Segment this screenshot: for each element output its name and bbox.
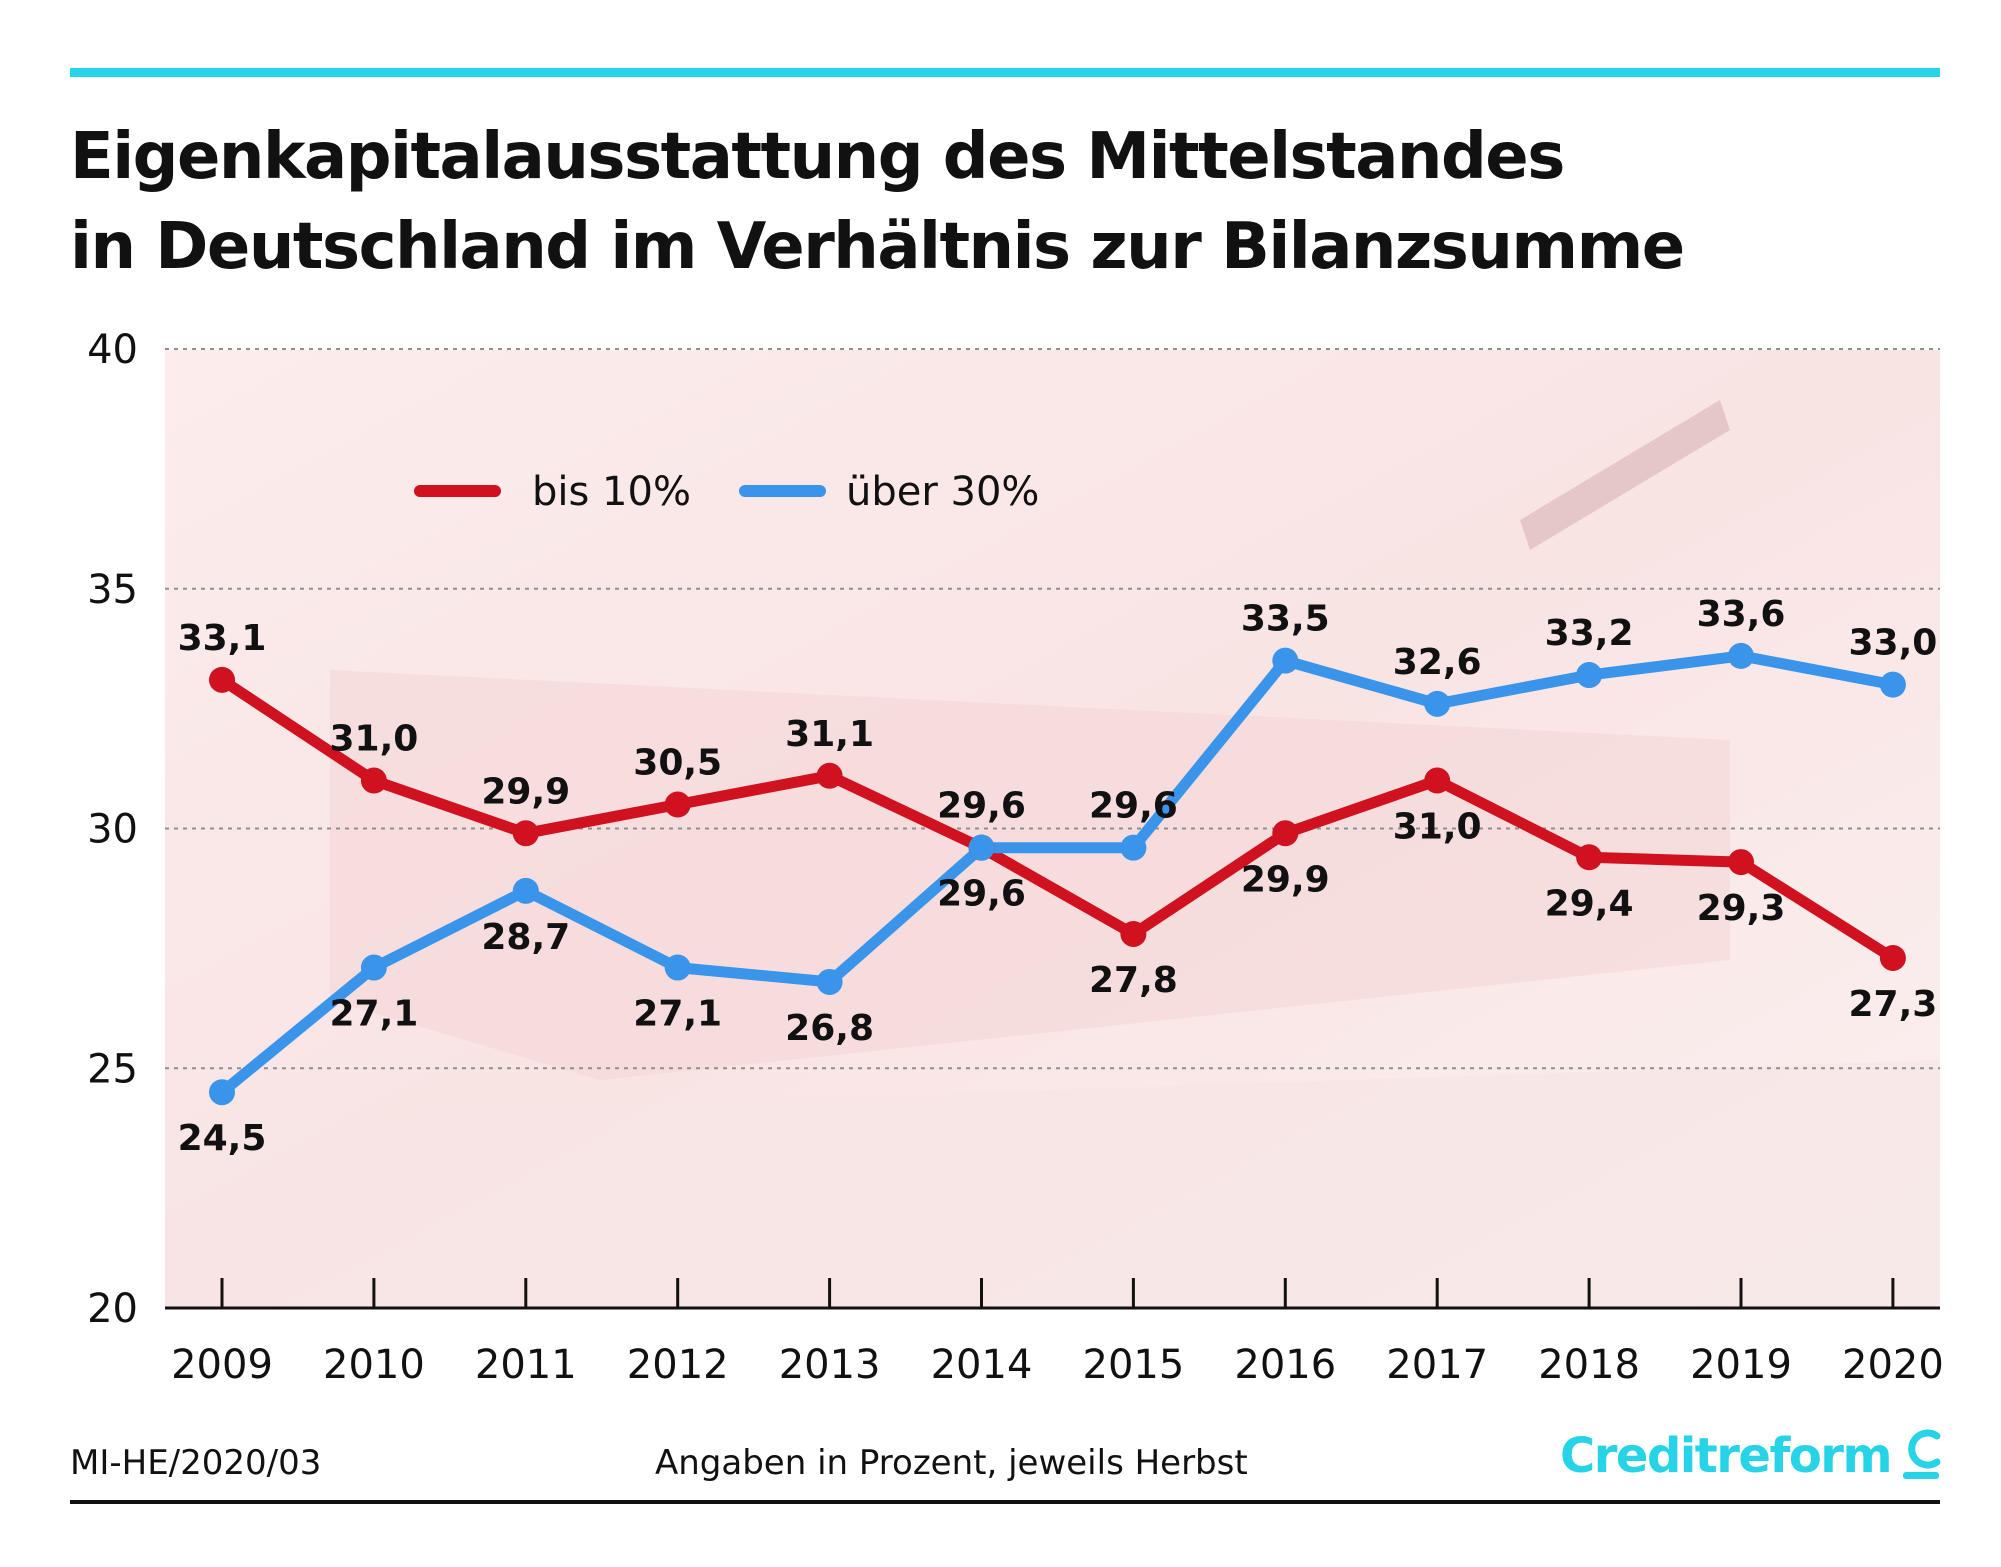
data-point-bis-10-2016 xyxy=(1272,820,1299,847)
brand-logo: Creditreform xyxy=(1560,1428,1943,1484)
data-point-ueber-30-2018 xyxy=(1576,662,1603,689)
data-point-ueber-30-2017 xyxy=(1424,690,1451,717)
series-lines xyxy=(216,650,1899,1098)
y-tick-label-20: 20 xyxy=(87,1286,138,1332)
data-point-ueber-30-2012 xyxy=(664,954,691,981)
data-label-bis-10-2016: 29,9 xyxy=(1241,859,1330,900)
y-axis-tick-labels: 20 25 30 35 40 xyxy=(87,327,138,1332)
legend: bis 10% über 30% xyxy=(414,469,1039,515)
data-label-bis-10-2012: 30,5 xyxy=(633,743,722,784)
series-line-ueber-30 xyxy=(216,650,1899,1098)
x-tick-label-2013: 2013 xyxy=(779,1342,881,1388)
data-label-bis-10-2020: 27,3 xyxy=(1848,984,1937,1025)
legend-label-ueber-30: über 30% xyxy=(846,469,1039,515)
data-label-bis-10-2019: 29,3 xyxy=(1697,888,1786,929)
grid-lines xyxy=(165,348,1940,1070)
data-label-ueber-30-2016: 33,5 xyxy=(1241,599,1330,640)
data-label-ueber-30-2015: 29,6 xyxy=(1089,786,1178,827)
data-label-ueber-30-2018: 33,2 xyxy=(1545,613,1634,654)
data-point-bis-10-2019 xyxy=(1728,849,1754,876)
data-point-bis-10-2011 xyxy=(512,820,539,847)
data-label-bis-10-2013: 31,1 xyxy=(785,714,874,755)
data-point-bis-10-2020 xyxy=(1879,944,1906,971)
data-point-bis-10-2013 xyxy=(816,762,843,789)
data-point-ueber-30-2015 xyxy=(1120,834,1147,861)
creditreform-c-icon xyxy=(1902,1429,1941,1479)
y-tick-label-30: 30 xyxy=(87,807,138,853)
x-tick-label-2012: 2012 xyxy=(627,1342,729,1388)
data-point-bis-10-2017 xyxy=(1424,767,1451,794)
data-label-ueber-30-2010: 27,1 xyxy=(329,994,418,1035)
x-tick-label-2009: 2009 xyxy=(171,1342,273,1388)
x-axis-tick-labels: 2009 2010 2011 2012 2013 2014 2015 2016 2017 2018… xyxy=(171,1342,1944,1388)
footnote: Angaben in Prozent, jeweils Herbst xyxy=(655,1443,1248,1483)
bottom-rule xyxy=(70,1500,1940,1504)
data-point-ueber-30-2014 xyxy=(968,834,995,861)
data-label-ueber-30-2017: 32,6 xyxy=(1393,642,1482,683)
chart-title: Eigenkapitalausstattung des Mittelstande… xyxy=(70,112,1685,292)
data-label-ueber-30-2011: 28,7 xyxy=(481,917,570,958)
x-axis xyxy=(165,1278,1940,1310)
data-point-bis-10-2012 xyxy=(664,791,691,818)
chart-title-line-2: in Deutschland im Verhältnis zur Bilanzs… xyxy=(70,210,1685,284)
data-point-bis-10-2018 xyxy=(1576,844,1603,871)
x-tick-label-2011: 2011 xyxy=(475,1342,577,1388)
y-tick-label-40: 40 xyxy=(87,327,138,373)
data-label-bis-10-2018: 29,4 xyxy=(1545,883,1634,924)
data-label-bis-10-2015: 27,8 xyxy=(1089,960,1178,1001)
y-tick-label-25: 25 xyxy=(87,1046,138,1092)
top-accent-rule xyxy=(70,68,1940,77)
data-label-ueber-30-2020: 33,0 xyxy=(1848,623,1937,664)
data-point-bis-10-2009 xyxy=(209,666,235,693)
brand-name: Creditreform xyxy=(1560,1428,1892,1484)
series-line-bis-10 xyxy=(216,674,1899,964)
data-point-ueber-30-2009 xyxy=(209,1079,235,1106)
data-label-ueber-30-2014: 29,6 xyxy=(937,786,1026,827)
data-label-ueber-30-2013: 26,8 xyxy=(785,1008,874,1049)
x-tick-label-2010: 2010 xyxy=(323,1342,425,1388)
x-tick-label-2020: 2020 xyxy=(1842,1342,1944,1388)
legend-label-bis-10: bis 10% xyxy=(532,469,691,515)
data-label-bis-10-2009: 33,1 xyxy=(178,618,267,659)
data-labels: 33,1 31,0 29,9 30,5 31,1 29,6 27,8 29,9 31,0 29,4… xyxy=(178,594,1938,1159)
x-tick-label-2018: 2018 xyxy=(1538,1342,1640,1388)
data-point-ueber-30-2013 xyxy=(816,968,843,995)
data-label-ueber-30-2012: 27,1 xyxy=(633,994,722,1035)
data-point-ueber-30-2016 xyxy=(1272,647,1299,674)
data-label-ueber-30-2019: 33,6 xyxy=(1697,594,1786,635)
source-id: MI-HE/2020/03 xyxy=(70,1443,322,1483)
data-label-bis-10-2014: 29,6 xyxy=(937,874,1026,915)
data-point-bis-10-2015 xyxy=(1120,920,1147,947)
chart-title-line-1: Eigenkapitalausstattung des Mittelstande… xyxy=(70,120,1565,194)
data-label-bis-10-2011: 29,9 xyxy=(481,771,570,812)
x-tick-label-2017: 2017 xyxy=(1386,1342,1488,1388)
x-tick-label-2016: 2016 xyxy=(1234,1342,1336,1388)
x-tick-label-2014: 2014 xyxy=(931,1342,1033,1388)
data-label-bis-10-2017: 31,0 xyxy=(1393,807,1482,848)
data-point-ueber-30-2019 xyxy=(1728,642,1754,669)
data-label-ueber-30-2009: 24,5 xyxy=(178,1118,267,1159)
data-point-ueber-30-2011 xyxy=(512,877,539,904)
data-point-ueber-30-2020 xyxy=(1879,671,1906,698)
y-tick-label-35: 35 xyxy=(87,567,138,613)
x-tick-label-2019: 2019 xyxy=(1690,1342,1792,1388)
data-point-ueber-30-2010 xyxy=(360,954,387,981)
data-point-bis-10-2010 xyxy=(360,767,387,794)
x-tick-label-2015: 2015 xyxy=(1083,1342,1185,1388)
series-points xyxy=(209,642,1906,1106)
data-label-bis-10-2010: 31,0 xyxy=(329,719,418,760)
